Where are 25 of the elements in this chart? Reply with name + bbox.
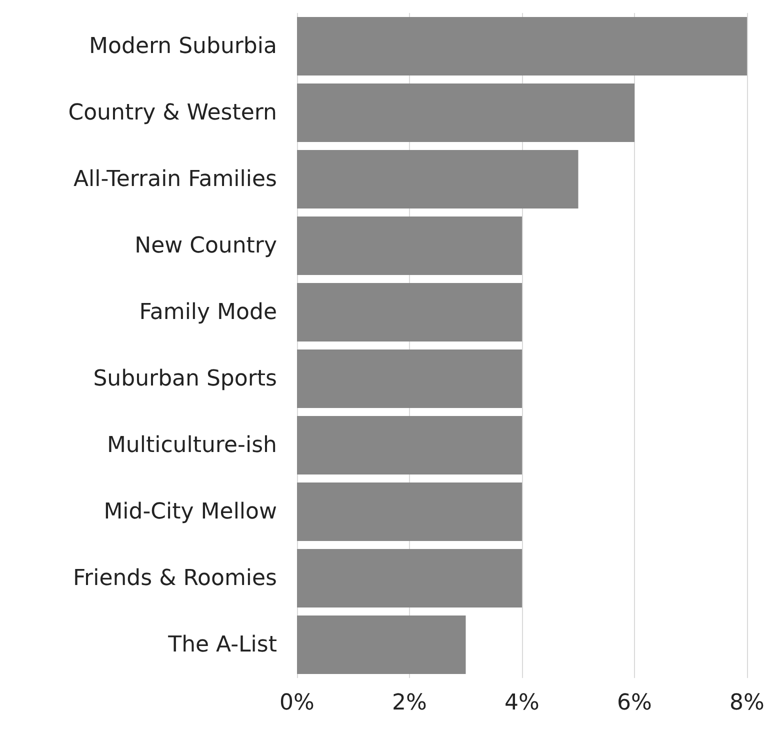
y-tick-label: The A-List (167, 632, 278, 658)
y-tick-label: Country & Western (68, 100, 277, 126)
y-tick-label: Multiculture-ish (106, 432, 277, 458)
y-tick-label: Mid-City Mellow (104, 499, 277, 524)
y-tick-label: Friends & Roomies (72, 566, 277, 591)
x-tick-label: 4% (504, 690, 540, 716)
bar (297, 548, 522, 608)
bar (297, 349, 522, 408)
y-tick-label: All-Terrain Families (73, 166, 277, 192)
y-tick-label: Family Mode (139, 300, 277, 325)
bar (297, 282, 522, 342)
x-tick-label: 0% (280, 690, 314, 716)
bar (297, 216, 522, 276)
bar (297, 615, 466, 674)
y-tick-label: Modern Suburbia (89, 34, 277, 59)
x-tick-label: 2% (392, 690, 427, 716)
bar (297, 83, 634, 142)
x-tick-label: 6% (617, 690, 652, 716)
y-tick-label: New Country (134, 233, 277, 258)
bar (297, 416, 522, 475)
y-tick-label: Suburban Sports (93, 366, 277, 392)
bar (297, 482, 522, 542)
x-tick-label: 8% (730, 690, 764, 716)
bar (297, 150, 578, 209)
bar (297, 16, 747, 76)
